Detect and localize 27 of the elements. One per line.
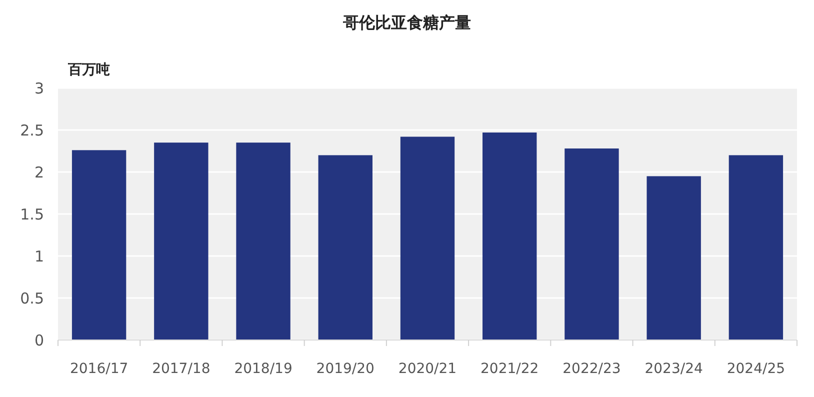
- x-tick-label: 2022/23: [562, 361, 621, 377]
- bar: [564, 148, 619, 340]
- y-tick-label: 1.5: [20, 205, 44, 224]
- x-tick-label: 2024/25: [726, 361, 786, 377]
- bar: [400, 136, 455, 340]
- y-tick-label: 0: [34, 331, 44, 350]
- x-tick-label: 2017/18: [152, 361, 210, 377]
- chart-title: 哥伦比亚食糖产量: [342, 13, 471, 32]
- bar: [646, 176, 701, 340]
- x-tick-label: 2019/20: [316, 361, 374, 377]
- y-axis-title: 百万吨: [67, 62, 110, 78]
- y-tick-label: 0.5: [20, 289, 44, 308]
- bar: [482, 132, 537, 340]
- x-tick-label: 2021/22: [480, 361, 539, 377]
- bar: [72, 150, 126, 340]
- y-tick-label: 1: [34, 247, 44, 266]
- bar: [154, 142, 208, 340]
- y-tick-label: 3: [34, 79, 44, 98]
- bar: [728, 155, 784, 340]
- y-tick-label: 2: [34, 163, 44, 182]
- x-tick-label: 2018/19: [234, 361, 292, 377]
- x-tick-label: 2020/21: [398, 361, 457, 377]
- x-tick-label: 2023/24: [644, 361, 703, 377]
- bar: [236, 142, 290, 340]
- x-tick-label: 2016/17: [70, 361, 128, 377]
- bar: [318, 155, 372, 340]
- y-tick-label: 2.5: [20, 121, 44, 140]
